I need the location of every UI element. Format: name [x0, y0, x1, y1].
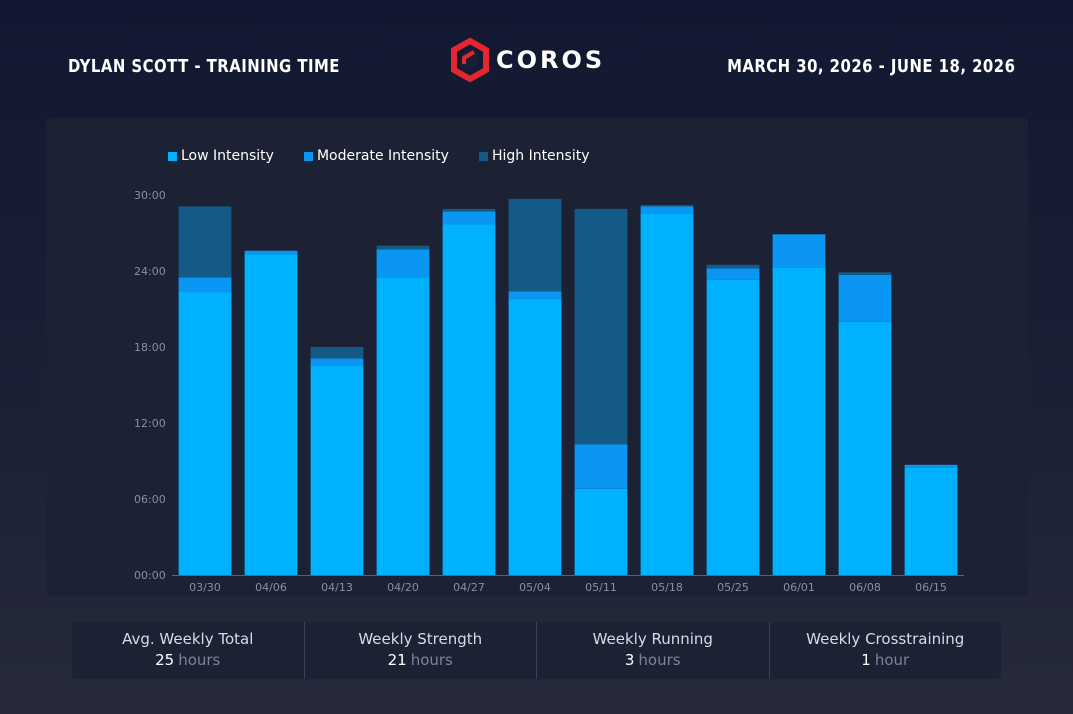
- stat-label: Weekly Running: [592, 630, 713, 648]
- bar-segment-low[interactable]: [574, 488, 628, 575]
- brand-wordmark: COROS: [496, 46, 606, 74]
- stat-unit: hour: [874, 651, 910, 669]
- bar-segment-moderate[interactable]: [574, 444, 628, 489]
- stat-unit: hours: [410, 651, 453, 669]
- legend-swatch-high: [478, 151, 488, 161]
- x-tick-label: 04/20: [387, 581, 419, 594]
- legend-item-moderate[interactable]: Moderate Intensity: [303, 148, 449, 164]
- legend-label-high: High Intensity: [491, 148, 590, 164]
- bar-segment-high[interactable]: [310, 347, 364, 359]
- stat-unit: hours: [178, 651, 221, 669]
- coros-logo: COROS: [450, 38, 620, 82]
- x-tick-label: 03/30: [189, 581, 221, 594]
- bar-segment-low[interactable]: [178, 292, 232, 576]
- bar-segment-moderate[interactable]: [310, 358, 364, 366]
- stat-value: 21: [387, 651, 407, 669]
- x-tick-label: 04/27: [453, 581, 485, 594]
- y-tick-label: 06:00: [134, 493, 166, 506]
- bar-segment-moderate[interactable]: [178, 277, 232, 293]
- bar-segment-high[interactable]: [178, 206, 232, 278]
- stat-label: Avg. Weekly Total: [122, 630, 254, 648]
- bar-segment-high[interactable]: [640, 205, 694, 207]
- bar-segment-low[interactable]: [706, 279, 760, 575]
- y-tick-label: 30:00: [134, 189, 166, 202]
- legend-item-low[interactable]: Low Intensity: [168, 148, 274, 164]
- legend-label-low: Low Intensity: [181, 148, 274, 164]
- bar-segment-moderate[interactable]: [376, 249, 430, 278]
- bar-segment-high[interactable]: [706, 264, 760, 269]
- chart-legend: Low Intensity Moderate Intensity High In…: [168, 148, 620, 164]
- bar-segment-moderate[interactable]: [640, 206, 694, 214]
- bar-segment-moderate[interactable]: [706, 268, 760, 280]
- bar-segment-low[interactable]: [244, 254, 298, 576]
- bar-segment-high[interactable]: [442, 208, 496, 212]
- y-tick-label: 00:00: [134, 569, 166, 582]
- bar-segment-moderate[interactable]: [772, 234, 826, 268]
- bar-segment-high[interactable]: [838, 272, 892, 275]
- x-tick-label: 05/18: [651, 581, 683, 594]
- chart-panel: Low Intensity Moderate Intensity High In…: [46, 118, 1028, 596]
- date-range: MARCH 30, 2026 - JUNE 18, 2026: [726, 56, 1015, 77]
- bar-segment-low[interactable]: [310, 366, 364, 575]
- y-tick-label: 24:00: [134, 265, 166, 278]
- y-tick-label: 18:00: [134, 341, 166, 354]
- x-tick-label: 06/01: [783, 581, 815, 594]
- report-title: DYLAN SCOTT - TRAINING TIME: [68, 56, 340, 77]
- x-tick-label: 05/25: [717, 581, 749, 594]
- legend-swatch-moderate: [303, 151, 313, 161]
- stat-value: 3: [624, 651, 635, 669]
- bar-segment-low[interactable]: [640, 214, 694, 575]
- stat-avg-weekly-total: Avg. Weekly Total 25 hours: [72, 622, 305, 679]
- bar-segment-moderate[interactable]: [904, 464, 958, 468]
- stat-label: Weekly Crosstraining: [806, 630, 965, 648]
- bar-segment-low[interactable]: [376, 277, 430, 575]
- bar-segment-moderate[interactable]: [442, 211, 496, 225]
- stat-value: 25: [155, 651, 175, 669]
- stat-weekly-running: Weekly Running 3 hours: [537, 622, 770, 679]
- stats-bar: Avg. Weekly Total 25 hours Weekly Strengt…: [72, 622, 1001, 679]
- bar-segment-low[interactable]: [838, 321, 892, 575]
- x-tick-label: 05/11: [585, 581, 617, 594]
- stat-value: 1: [861, 651, 871, 669]
- legend-label-moderate: Moderate Intensity: [316, 148, 449, 164]
- bar-segment-moderate[interactable]: [244, 250, 298, 255]
- bar-segment-low[interactable]: [904, 467, 958, 575]
- x-tick-label: 06/15: [915, 581, 947, 594]
- bar-segment-moderate[interactable]: [838, 274, 892, 322]
- bar-segment-low[interactable]: [442, 224, 496, 575]
- bar-segment-high[interactable]: [574, 208, 628, 445]
- bar-segment-moderate[interactable]: [508, 291, 562, 299]
- stat-label: Weekly Strength: [358, 630, 483, 648]
- legend-swatch-low: [168, 151, 177, 161]
- bar-segment-high[interactable]: [376, 245, 430, 250]
- x-tick-label: 06/08: [849, 581, 881, 594]
- stat-weekly-crosstraining: Weekly Crosstraining 1 hour: [770, 622, 1002, 679]
- x-tick-label: 05/04: [519, 581, 551, 594]
- bar-segment-low[interactable]: [508, 298, 562, 575]
- stat-unit: hours: [638, 651, 681, 669]
- x-tick-label: 04/06: [255, 581, 287, 594]
- x-tick-label: 04/13: [321, 581, 353, 594]
- bar-segment-high[interactable]: [508, 198, 562, 292]
- coros-hexagon-icon: [451, 38, 489, 82]
- y-tick-label: 12:00: [134, 417, 166, 430]
- stat-weekly-strength: Weekly Strength 21 hours: [305, 622, 537, 679]
- training-time-bar-chart: 00:00 06:00 12:00 18:00 24:00 30:00 03/30 04/06…: [134, 189, 964, 594]
- legend-item-high[interactable]: High Intensity: [478, 148, 590, 164]
- bar-segment-low[interactable]: [772, 267, 826, 575]
